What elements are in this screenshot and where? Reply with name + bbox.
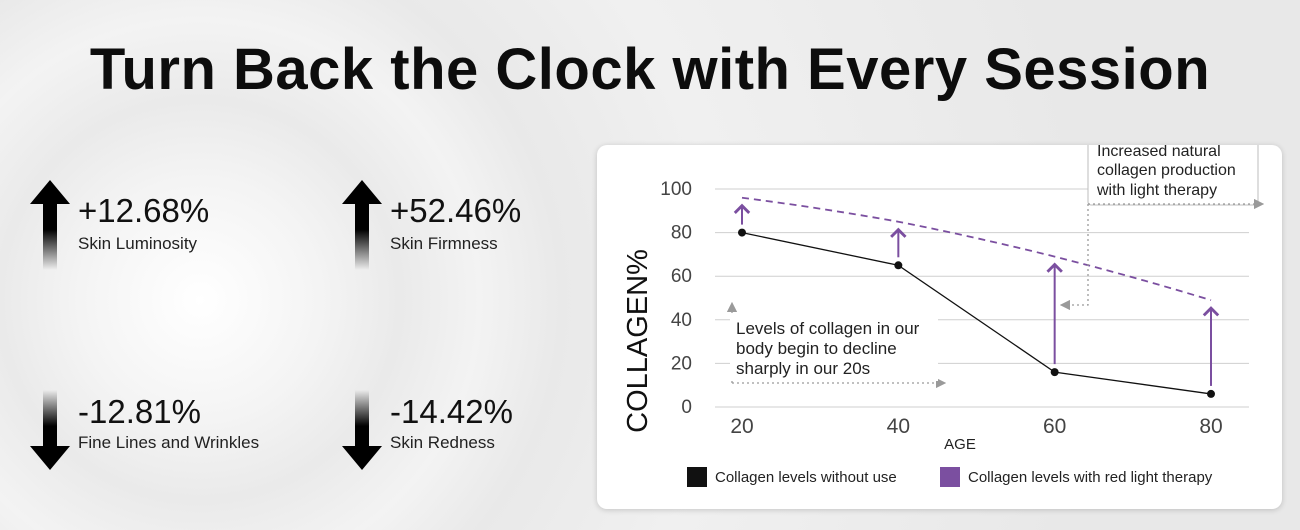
legend-swatch-black bbox=[687, 467, 707, 487]
annotation-therapy-leader bbox=[1059, 204, 1089, 311]
stat-value: +52.46% bbox=[390, 192, 522, 229]
annotation-decline-line1: Levels of collagen in our bbox=[736, 319, 920, 338]
series-line-with-therapy bbox=[741, 196, 1212, 302]
y-tick-label: 0 bbox=[681, 397, 692, 418]
x-axis-label: AGE bbox=[944, 436, 976, 453]
stat-label: Skin Redness bbox=[390, 433, 495, 452]
y-tick-label: 80 bbox=[671, 223, 692, 244]
stat-label: Skin Firmness bbox=[390, 234, 498, 253]
annotation-box-therapy bbox=[1087, 145, 1259, 206]
legend-item-with-therapy: Collagen levels with red light therapy bbox=[940, 467, 1212, 487]
legend-swatch-purple bbox=[940, 467, 960, 487]
stat-value: +12.68% bbox=[78, 192, 210, 229]
arrow-up-icon bbox=[342, 180, 382, 270]
chart-card: 0 20 40 60 80 100 20 40 60 80 COLLAGEN% AGE Incr… bbox=[597, 145, 1282, 509]
arrow-down-icon bbox=[30, 390, 70, 470]
data-point-without-use bbox=[1050, 368, 1059, 377]
page-title: Turn Back the Clock with Every Session bbox=[89, 37, 1211, 102]
y-tick-label: 100 bbox=[660, 179, 692, 200]
x-tick-label: 20 bbox=[730, 415, 753, 438]
stat-skin-firmness: +52.46% Skin Firmness bbox=[342, 180, 612, 290]
annotation-box-decline bbox=[730, 315, 938, 381]
y-tick-label: 20 bbox=[671, 353, 692, 374]
stat-label: Skin Luminosity bbox=[78, 234, 198, 253]
legend-item-without-use: Collagen levels without use bbox=[687, 467, 897, 487]
stat-skin-luminosity: +12.68% Skin Luminosity bbox=[30, 180, 300, 290]
annotation-decline-line3: sharply in our 20s bbox=[736, 359, 870, 378]
y-tick-label: 40 bbox=[671, 310, 692, 331]
collagen-chart: 0 20 40 60 80 100 20 40 60 80 COLLAGEN% AGE Incr… bbox=[622, 145, 1265, 453]
legend-label: Collagen levels without use bbox=[715, 468, 897, 486]
stat-skin-redness: -14.42% Skin Redness bbox=[342, 385, 612, 495]
arrow-down-icon bbox=[342, 390, 382, 470]
x-tick-label: 40 bbox=[887, 415, 910, 438]
series-line-without-use bbox=[741, 231, 1212, 395]
data-point-without-use bbox=[738, 228, 746, 237]
annotation-therapy-line2: collagen production bbox=[1097, 162, 1236, 179]
stat-fine-lines: -12.81% Fine Lines and Wrinkles bbox=[30, 385, 300, 495]
x-tick-label: 60 bbox=[1043, 415, 1066, 438]
annotation-therapy-line1: Increased natural bbox=[1097, 145, 1221, 160]
arrow-up-icon bbox=[30, 180, 70, 270]
x-tick-label: 80 bbox=[1199, 415, 1222, 438]
y-axis-label: COLLAGEN% bbox=[622, 249, 654, 433]
y-tick-label: 60 bbox=[671, 266, 692, 287]
data-point-without-use bbox=[894, 261, 903, 270]
annotation-decline-line2: body begin to decline bbox=[736, 339, 897, 358]
stat-label: Fine Lines and Wrinkles bbox=[78, 433, 260, 452]
legend-label: Collagen levels with red light therapy bbox=[968, 468, 1213, 486]
stat-value: -14.42% bbox=[390, 393, 513, 430]
data-point-without-use bbox=[1207, 389, 1215, 398]
stat-value: -12.81% bbox=[78, 393, 201, 430]
annotation-therapy-line3: with light therapy bbox=[1096, 182, 1217, 199]
